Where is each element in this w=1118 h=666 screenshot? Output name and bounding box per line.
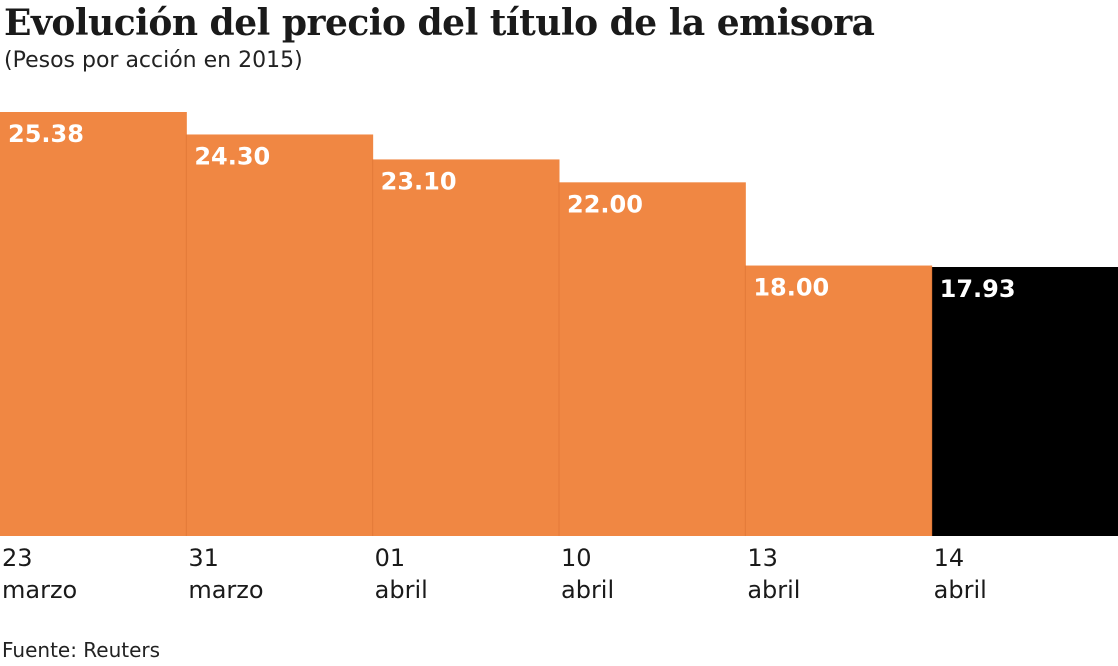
value-label-2: 23.10: [381, 167, 457, 195]
value-label-4: 18.00: [753, 274, 829, 302]
chart-title: Evolución del precio del título de la em…: [4, 2, 875, 44]
bar-0: [0, 112, 187, 536]
category-label-2: 01 abril: [375, 544, 428, 604]
category-label-3: 10 abril: [561, 544, 614, 604]
value-label-5: 17.93: [940, 275, 1016, 303]
value-label-0: 25.38: [8, 120, 84, 148]
bar-1: [186, 134, 374, 536]
bar-3: [559, 182, 746, 536]
bar-4: [745, 265, 933, 536]
category-label-5: 14 abril: [934, 544, 987, 604]
category-label-1: 31 marzo: [188, 544, 263, 604]
source-note: Fuente: Reuters: [2, 638, 161, 662]
category-label-4: 13 abril: [747, 544, 800, 604]
bar-5: [931, 267, 1118, 536]
category-label-0: 23 marzo: [2, 544, 77, 604]
bar-2: [372, 159, 560, 536]
value-label-3: 22.00: [567, 190, 643, 218]
value-label-1: 24.30: [194, 142, 270, 170]
chart-subtitle: (Pesos por acción en 2015): [4, 48, 303, 73]
